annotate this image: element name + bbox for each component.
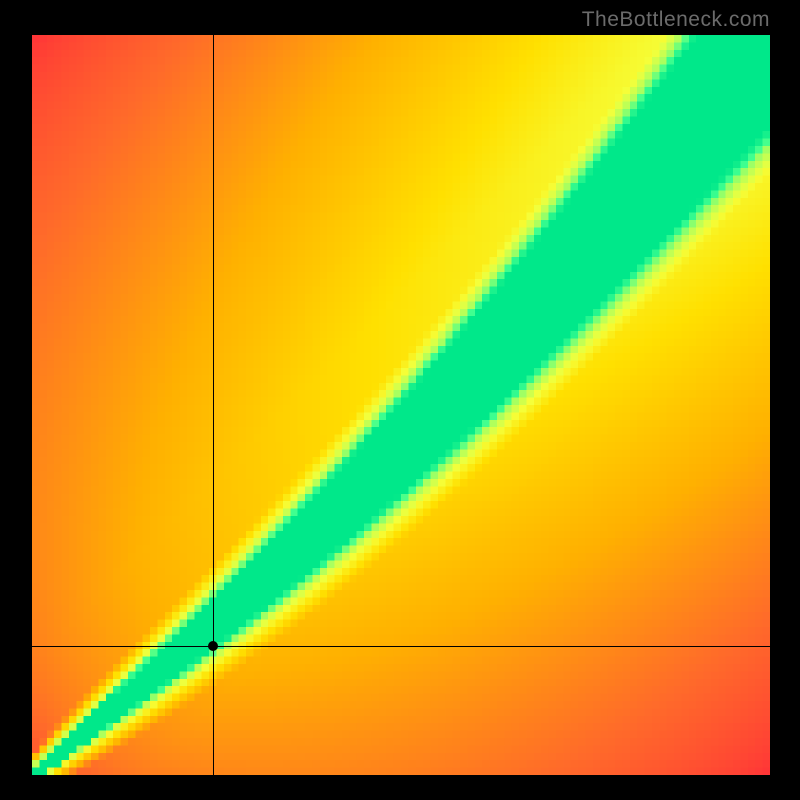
heatmap-canvas	[32, 35, 770, 775]
crosshair-horizontal	[32, 646, 770, 647]
plot-area	[32, 35, 770, 775]
watermark-text: TheBottleneck.com	[582, 8, 770, 32]
bottleneck-marker	[208, 641, 218, 651]
crosshair-vertical	[213, 35, 214, 775]
